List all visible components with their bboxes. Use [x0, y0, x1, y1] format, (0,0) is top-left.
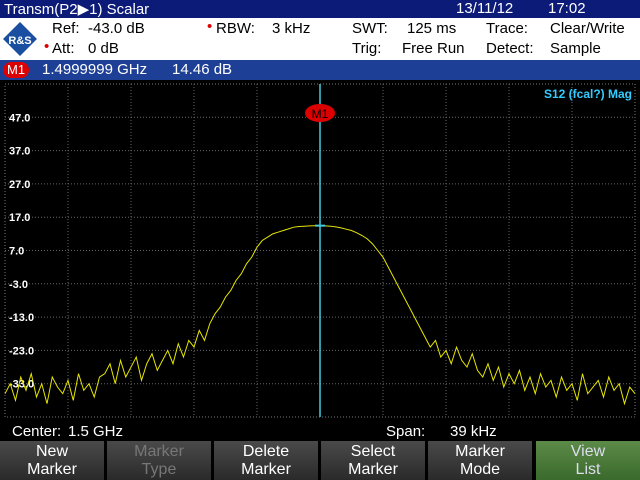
- swt-label: SWT:: [352, 20, 388, 37]
- marker-bar: M1 1.4999999 GHz 14.46 dB: [0, 60, 640, 80]
- dot: •: [44, 38, 50, 55]
- y-tick-label: -13.0: [9, 312, 34, 324]
- footer: Center: 1.5 GHz Span: 39 kHz: [0, 422, 640, 440]
- span-label: Span:: [386, 423, 426, 440]
- title: Transm(P2▶1) Scalar: [4, 1, 150, 18]
- logo: R&S: [3, 22, 37, 56]
- softkey-label: Delete: [242, 443, 290, 460]
- time: 17:02: [548, 0, 586, 17]
- softkey[interactable]: New Marker: [0, 441, 104, 480]
- softkey-label: Type: [141, 461, 177, 478]
- trace-name: S12 (fcal?) Mag: [544, 87, 632, 101]
- softkey-label: Mode: [459, 461, 501, 478]
- y-tick-label: 7.0: [9, 246, 24, 258]
- y-tick-label: 37.0: [9, 146, 30, 158]
- att-value: 0 dB: [88, 40, 119, 57]
- marker-frequency: 1.4999999 GHz: [42, 61, 148, 78]
- span-value: 39 kHz: [450, 423, 497, 440]
- softkey-label: Marker: [241, 461, 291, 478]
- rbw-value: 3 kHz: [272, 20, 311, 37]
- trace-label: Trace:: [486, 20, 528, 37]
- detect-label: Detect:: [486, 40, 534, 57]
- softkey-label: Marker: [348, 461, 398, 478]
- center-label: Center:: [12, 423, 62, 440]
- y-tick-label: 27.0: [9, 179, 30, 191]
- trig-label: Trig:: [352, 40, 382, 57]
- date: 13/11/12: [456, 0, 514, 17]
- y-tick-label: -33.0: [9, 379, 34, 391]
- softkey-label: Marker: [27, 461, 77, 478]
- softkey[interactable]: Select Marker: [321, 441, 425, 480]
- marker-badge: M1: [312, 107, 329, 121]
- detect-value: Sample: [550, 40, 601, 57]
- softkey-label: View: [570, 443, 606, 460]
- y-tick-label: -23.0: [9, 345, 34, 357]
- title-bar: Transm(P2▶1) Scalar 13/11/12 17:02: [0, 0, 640, 18]
- rbw-label: RBW:: [216, 20, 255, 37]
- softkey[interactable]: View List: [536, 441, 640, 480]
- swt-value: 125 ms: [407, 20, 457, 37]
- marker-badge: M1: [3, 62, 30, 78]
- softkey[interactable]: Marker Mode: [428, 441, 532, 480]
- marker-level: 14.46 dB: [172, 61, 233, 78]
- y-tick-label: 47.0: [9, 112, 30, 124]
- softkey-label: New: [35, 443, 68, 460]
- softkey[interactable]: Delete Marker: [214, 441, 318, 480]
- ref-label: Ref:: [52, 20, 80, 37]
- trig-value: Free Run: [402, 40, 465, 57]
- y-tick-label: -3.0: [9, 279, 28, 291]
- plot: S12 (fcal?) Mag 47.0 37.0 27.0 17.0 7.0 -3.0 -…: [4, 83, 636, 418]
- ref-value: -43.0 dB: [88, 20, 145, 37]
- dot: •: [207, 18, 213, 35]
- softkey-label: Marker: [134, 443, 184, 460]
- marker-badge-bg: [305, 104, 335, 122]
- y-tick-label: 17.0: [9, 212, 30, 224]
- trace-value: Clear/Write: [550, 20, 625, 37]
- settings-panel: R&S Ref: -43.0 dB • Att: 0 dB • RBW: 3 k…: [0, 18, 640, 60]
- softkey-label: List: [575, 461, 601, 478]
- center-value: 1.5 GHz: [68, 423, 124, 440]
- softkey-label: Marker: [455, 443, 505, 460]
- att-label: Att:: [52, 40, 75, 57]
- softkey-label: Select: [350, 443, 396, 460]
- softkey[interactable]: Marker Type: [107, 441, 211, 480]
- svg-text:R&S: R&S: [8, 35, 31, 47]
